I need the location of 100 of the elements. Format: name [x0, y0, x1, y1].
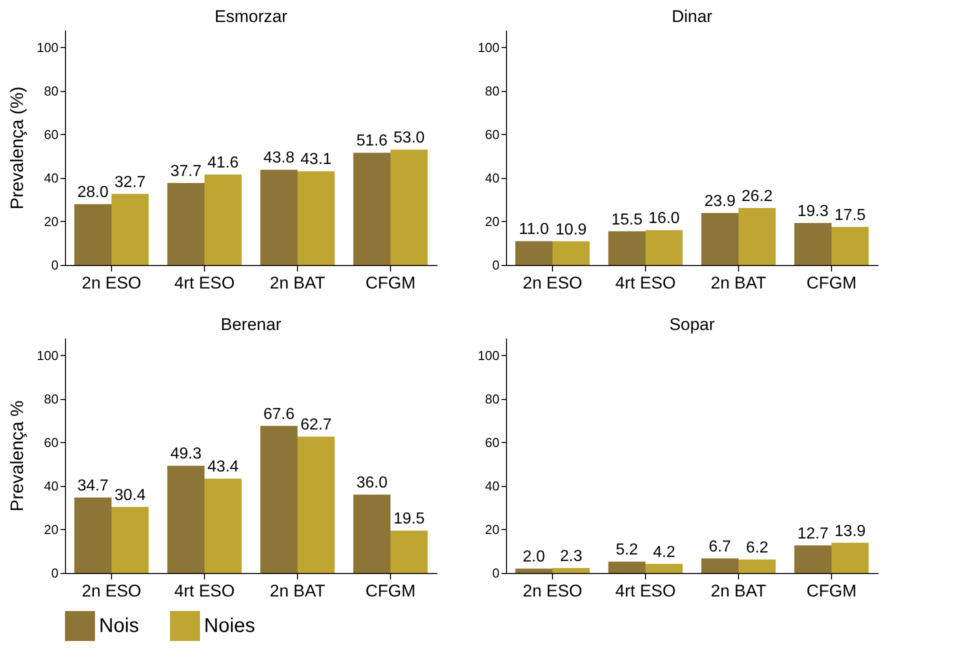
data-label: 43.8 — [263, 150, 295, 167]
bar — [515, 241, 552, 265]
y-tick-label: 80 — [44, 391, 58, 406]
data-label: 43.1 — [300, 151, 332, 168]
y-tick-label: 60 — [485, 434, 500, 450]
y-axis-title: Prevalença % — [6, 400, 27, 512]
y-tick-label: 0 — [51, 566, 58, 580]
bar — [608, 562, 646, 573]
data-label: 4.2 — [652, 544, 676, 561]
y-tick-label: 0 — [492, 566, 500, 580]
y-tick-label: 0 — [51, 258, 58, 272]
data-label: 28.0 — [77, 184, 109, 202]
y-tick-label: 100 — [36, 348, 58, 363]
bar — [260, 426, 298, 573]
bar — [738, 560, 776, 573]
bar — [112, 194, 149, 265]
bar — [167, 466, 204, 573]
data-label: 6.7 — [708, 538, 732, 556]
bar — [112, 506, 149, 573]
y-tick-label: 40 — [485, 170, 500, 186]
legend-label: Nois — [99, 615, 140, 637]
bar — [794, 545, 832, 573]
data-label: 12.7 — [797, 525, 829, 542]
y-tick-label: 60 — [44, 126, 58, 142]
bar — [552, 568, 590, 573]
x-tick-label: 4rt ESO — [615, 274, 676, 292]
y-tick-label: 0 — [492, 258, 500, 272]
y-tick-label: 100 — [478, 40, 500, 55]
y-axis-title: Prevalença (%) — [6, 86, 27, 210]
bar — [204, 174, 242, 265]
bar — [832, 542, 869, 573]
data-label: 41.6 — [208, 154, 239, 172]
data-label: 30.4 — [114, 486, 146, 504]
x-tick-label: CFGM — [365, 274, 416, 292]
y-tick-label: 40 — [44, 478, 58, 494]
data-label: 36.0 — [356, 474, 388, 492]
x-tick-label: 2n ESO — [522, 582, 582, 600]
chart-title: Dinar — [672, 7, 713, 26]
data-label: 49.3 — [170, 446, 202, 463]
y-tick-label: 40 — [44, 170, 58, 186]
bar — [167, 182, 204, 265]
bar — [832, 226, 869, 265]
y-tick-label: 100 — [478, 348, 500, 363]
y-tick-label: 80 — [44, 83, 58, 98]
data-label: 10.9 — [556, 221, 587, 238]
bar — [353, 152, 390, 265]
y-tick-label: 80 — [485, 391, 500, 406]
bar — [515, 568, 552, 573]
bar — [608, 231, 646, 265]
y-tick-label: 60 — [44, 434, 58, 450]
y-tick-label: 20 — [44, 522, 58, 537]
data-label: 15.5 — [611, 211, 643, 228]
data-label: 17.5 — [834, 206, 866, 224]
x-tick-label: 2n BAT — [270, 274, 326, 292]
data-label: 13.9 — [834, 522, 866, 540]
bar — [552, 241, 590, 265]
data-label: 26.2 — [742, 188, 773, 205]
y-tick-label: 40 — [485, 478, 500, 494]
y-tick-label: 100 — [36, 40, 58, 55]
data-label: 43.4 — [208, 458, 239, 476]
bar — [738, 208, 776, 265]
data-label: 67.6 — [263, 406, 295, 423]
data-label: 11.0 — [518, 221, 549, 238]
bar — [701, 558, 738, 573]
data-label: 23.9 — [704, 192, 736, 210]
data-label: 19.3 — [797, 203, 829, 220]
bar — [74, 497, 112, 573]
y-tick-label: 60 — [485, 126, 500, 142]
bar — [646, 564, 683, 573]
data-label: 37.7 — [170, 162, 202, 180]
x-tick-label: 2n ESO — [82, 582, 142, 600]
x-tick-label: 2n BAT — [270, 582, 326, 600]
bar — [204, 478, 242, 573]
bar — [260, 170, 298, 265]
chart-title: Sopar — [669, 315, 716, 334]
data-label: 62.7 — [300, 416, 332, 434]
x-tick-label: CFGM — [365, 582, 416, 600]
bar — [298, 171, 335, 265]
legend-label: Noies — [204, 615, 256, 637]
x-tick-label: CFGM — [806, 274, 857, 292]
x-tick-label: 2n ESO — [82, 274, 142, 292]
y-tick-label: 20 — [485, 522, 500, 537]
x-tick-label: 2n BAT — [710, 582, 766, 600]
x-tick-label: 2n BAT — [710, 274, 766, 292]
data-label: 16.0 — [648, 210, 680, 228]
data-label: 34.7 — [77, 477, 109, 494]
bar — [794, 223, 832, 265]
data-label: 19.5 — [394, 510, 425, 528]
data-label: 53.0 — [394, 130, 425, 147]
x-tick-label: 4rt ESO — [174, 582, 235, 600]
bar — [298, 436, 335, 573]
y-tick-label: 20 — [44, 214, 58, 229]
data-label: 2.3 — [560, 548, 582, 565]
data-label: 2.0 — [522, 548, 546, 566]
bar — [701, 212, 738, 265]
chart-title: Esmorzar — [214, 7, 288, 26]
bar — [390, 150, 428, 265]
chart-title: Berenar — [220, 315, 282, 334]
x-tick-label: 4rt ESO — [174, 274, 235, 292]
x-tick-label: 4rt ESO — [615, 582, 676, 600]
